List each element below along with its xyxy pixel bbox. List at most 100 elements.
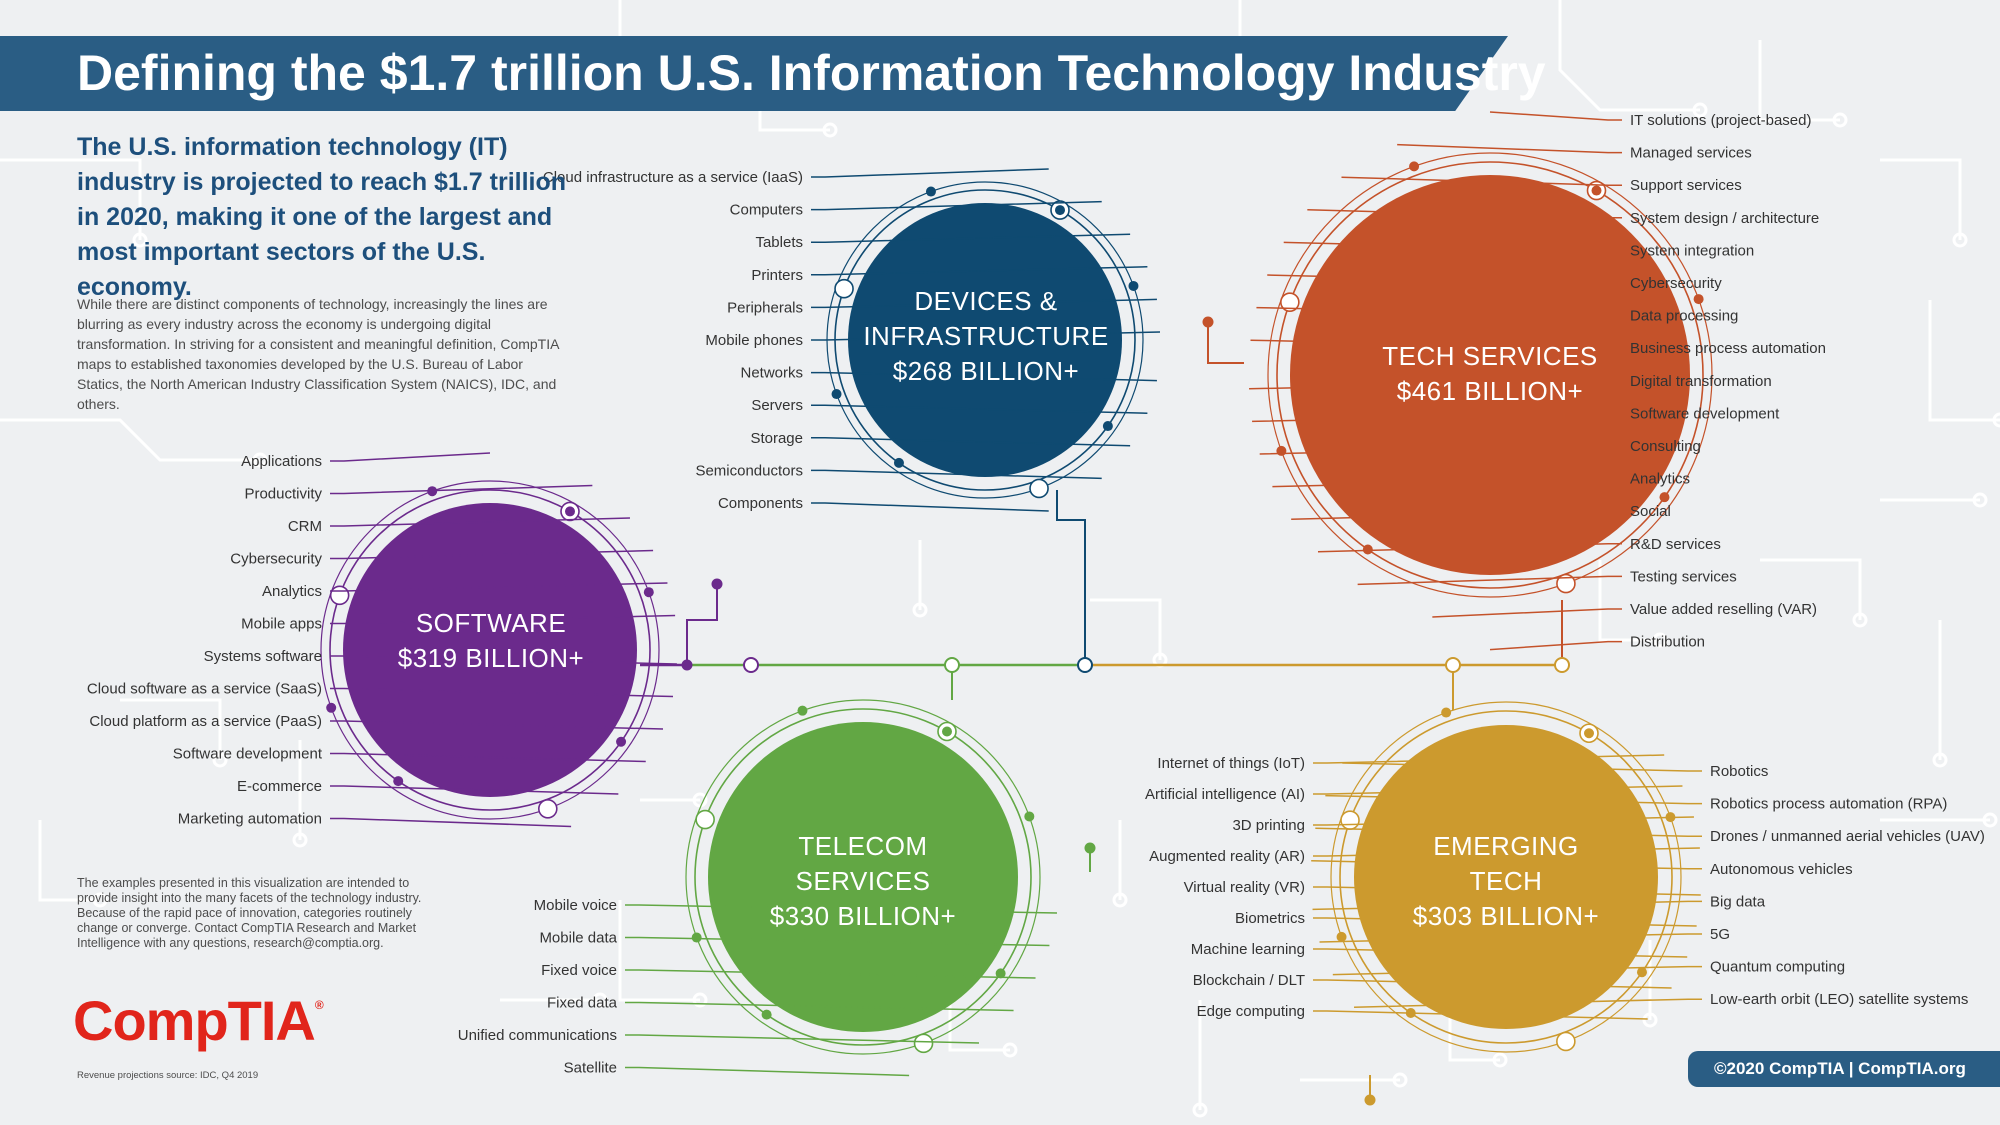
telecom-item: Fixed voice [541,962,617,979]
software-ring-node [393,776,404,787]
emerging-left-leader [1313,886,1701,896]
tech-services-item: Data processing [1630,308,1738,325]
tech-services-leader [1432,608,1622,618]
tech-services-item: Testing services [1630,568,1737,585]
software-value: $319 BILLION+ [397,643,585,673]
software-leader [330,517,630,527]
emerging-right-leader [1319,933,1702,943]
emerging-left-leader [1313,1010,1648,1020]
connector-node [743,657,759,673]
devices-ring-node [834,278,854,299]
telecom-ring-node [1024,811,1035,822]
software-leader [330,687,674,698]
telecom-ring-node [761,1009,772,1020]
tech-services-ring-node [1409,161,1420,172]
software-ring-node [643,587,654,598]
tech-services-leader [1489,640,1622,651]
software-leader [330,655,677,665]
bg-trace-node [1002,1042,1018,1058]
tech-services-ring [1267,152,1713,598]
software-ring [320,480,660,820]
software-leader [330,720,664,730]
emerging-left-item: Blockchain / DLT [1193,972,1305,989]
devices-leader [811,371,1157,382]
emerging-left-item: Biometrics [1235,910,1305,927]
copyright-text: ©2020 CompTIA | CompTIA.org [1714,1059,1966,1078]
bg-trace [1558,0,1700,112]
emerging-right-item: Big data [1710,893,1766,910]
software-leader [330,452,491,462]
tech-services-ring-node [1591,185,1602,196]
connector-node [711,578,723,590]
software-leader [330,817,572,828]
bg-trace-node [692,792,708,808]
bg-trace-node [1392,1072,1408,1088]
emerging-right-item: Robotics process automation (RPA) [1710,796,1947,813]
telecom-ring-node [797,705,808,716]
emerging-left-leader [1313,917,1697,927]
devices-item: Cloud infrastructure as a service (IaaS) [543,169,803,186]
telecom-leader [625,969,1036,979]
tech-services-item: Analytics [1630,471,1690,488]
devices-ring-node [893,457,904,468]
software-item: Productivity [244,486,322,503]
comptia-logo: CompTIA® [73,989,324,1052]
telecom-leader [625,1066,910,1077]
bg-trace-node [1642,1012,1658,1028]
software-leader [330,752,646,763]
tech-services-item: Business process automation [1630,340,1826,357]
devices-leader [811,200,1102,211]
emerging-ring-node [1336,931,1347,942]
software-item: Cybersecurity [230,551,322,568]
emerging-left-leader [1313,948,1688,958]
devices-ring-node [1029,478,1049,499]
emerging-left-leader [1313,816,1694,826]
tech-services-leader [1291,510,1622,520]
software-item: Cloud software as a service (SaaS) [87,681,322,698]
tech-services-item: System integration [1630,242,1754,259]
devices-ring-node [1128,280,1139,291]
bg-trace [1598,560,1660,642]
tech-services-leader [1357,575,1622,586]
telecom-leader [625,1001,1014,1012]
bg-trace-node [692,992,708,1008]
bg-trace-node [1492,1052,1508,1068]
devices-name-line-1: DEVICES & [914,286,1058,316]
tech-services-item: Software development [1630,405,1780,422]
devices-leader [811,298,1157,309]
emerging-value: $303 BILLION+ [1412,901,1600,931]
emerging-right-leader [1325,794,1702,805]
software-leader [330,582,668,592]
tech-services-item: Managed services [1630,145,1752,162]
connector-node [1077,657,1093,673]
bg-trace-node [1692,102,1708,118]
intro-text: The U.S. information technology (IT) ind… [77,133,567,301]
tech-services-ring-node [1693,294,1704,305]
connector-node [1084,842,1096,854]
emerging-ring [1330,701,1682,1053]
devices-item: Tablets [755,234,803,251]
devices-ring-node [925,186,936,197]
software-ring-node [326,702,337,713]
emerging-left-item: Artificial intelligence (AI) [1145,786,1305,803]
telecom-item: Satellite [564,1060,617,1077]
software-item: Systems software [204,648,322,665]
tech-services-item: Digital transformation [1630,373,1772,390]
emerging-right-leader [1332,965,1702,976]
bg-trace-node [1192,1102,1208,1118]
bg-trace-node [1112,892,1128,908]
devices-item: Servers [751,397,803,414]
bg-trace [120,698,222,760]
emerging-ring-node [1441,707,1452,718]
emerging-right-item: Robotics [1710,763,1768,780]
software-leader [330,549,654,560]
bg-trace-node [92,892,108,908]
tech-services-leader [1252,412,1622,423]
software-leader [330,785,619,795]
emerging-left-item: Edge computing [1197,1003,1305,1020]
tech-services-leader [1341,176,1622,186]
software-ring-node [329,585,350,606]
connector-devices [1056,490,1086,665]
emerging-left-leader [1313,754,1665,764]
